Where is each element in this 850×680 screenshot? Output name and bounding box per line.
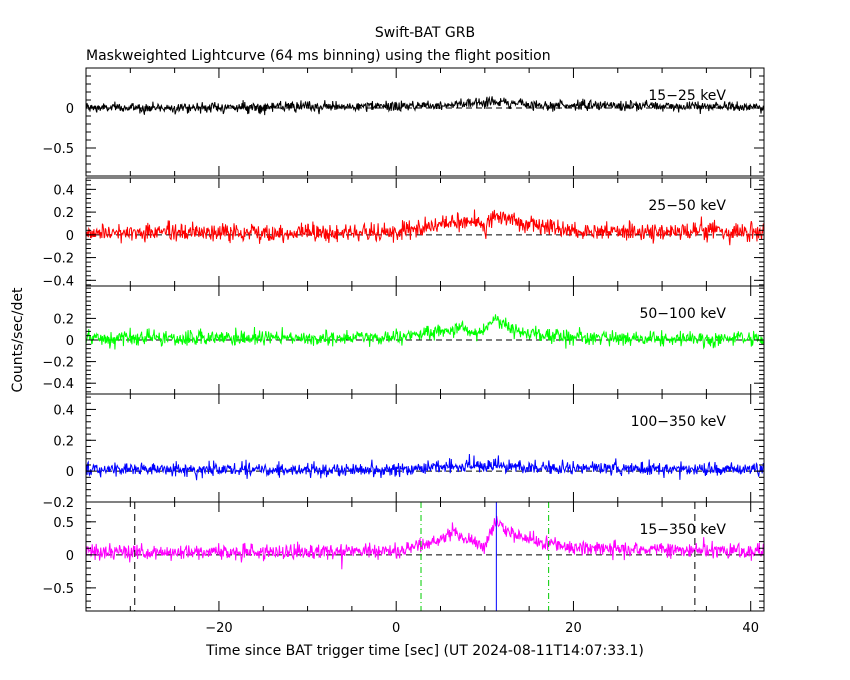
panel-4: 0.5 0 −0.5 15−350 keV −20 0 20 40 bbox=[42, 501, 765, 636]
y-tick-label: 0.2 bbox=[53, 434, 74, 449]
panel-frame bbox=[85, 393, 765, 503]
lightcurve-series-2 bbox=[86, 314, 764, 350]
lightcurve-series-0 bbox=[86, 95, 764, 116]
y-tick-label: −0.4 bbox=[42, 274, 74, 289]
x-tick-label: 20 bbox=[565, 621, 582, 636]
panel-frame bbox=[85, 501, 765, 612]
panel-frame bbox=[85, 67, 765, 177]
y-tick-label: 0 bbox=[66, 102, 74, 117]
series-label: 15−25 keV bbox=[648, 88, 726, 104]
lightcurve-series-1 bbox=[86, 209, 764, 246]
lightcurve-series-4 bbox=[86, 515, 764, 570]
y-tick-label: 0 bbox=[66, 549, 74, 564]
series-label: 25−50 keV bbox=[648, 198, 726, 214]
x-axis-label: Time since BAT trigger time [sec] (UT 20… bbox=[205, 643, 644, 659]
y-tick-label: 0.5 bbox=[53, 516, 74, 531]
panel-2: 0.2 0 −0.2 −0.4 50−100 keV bbox=[42, 285, 765, 395]
y-tick-label: −0.2 bbox=[42, 252, 74, 267]
x-tick-label: 40 bbox=[742, 621, 759, 636]
y-tick-label: 0.2 bbox=[53, 312, 74, 327]
figure-title: Swift-BAT GRB bbox=[375, 25, 475, 41]
y-tick-label: 0 bbox=[66, 465, 74, 480]
x-tick-label: −20 bbox=[205, 621, 232, 636]
series-label: 15−350 keV bbox=[639, 522, 726, 538]
series-label: 50−100 keV bbox=[639, 306, 726, 322]
y-tick-label: −0.2 bbox=[42, 496, 74, 511]
x-tick-label: 0 bbox=[392, 621, 400, 636]
panel-0: 0 −0.5 15−25 keV bbox=[42, 67, 765, 177]
y-tick-label: −0.5 bbox=[42, 142, 74, 157]
y-tick-label: 0.2 bbox=[53, 206, 74, 221]
y-tick-label: −0.2 bbox=[42, 356, 74, 371]
lightcurve-series-3 bbox=[86, 453, 764, 481]
panel-1: 0.4 0.2 0 −0.2 −0.4 25−50 keV bbox=[42, 177, 765, 289]
figure-subtitle: Maskweighted Lightcurve (64 ms binning) … bbox=[86, 48, 551, 64]
y-tick-label: 0.4 bbox=[53, 183, 74, 198]
y-tick-label: 0 bbox=[66, 334, 74, 349]
y-tick-label: 0.4 bbox=[53, 403, 74, 418]
y-tick-label: 0 bbox=[66, 229, 74, 244]
panel-3: 0.4 0.2 0 −0.2 100−350 keV bbox=[42, 393, 765, 511]
y-tick-label: −0.5 bbox=[42, 582, 74, 597]
series-label: 100−350 keV bbox=[631, 414, 727, 430]
y-tick-label: −0.4 bbox=[42, 377, 74, 392]
y-axis-label: Counts/sec/det bbox=[10, 287, 26, 392]
